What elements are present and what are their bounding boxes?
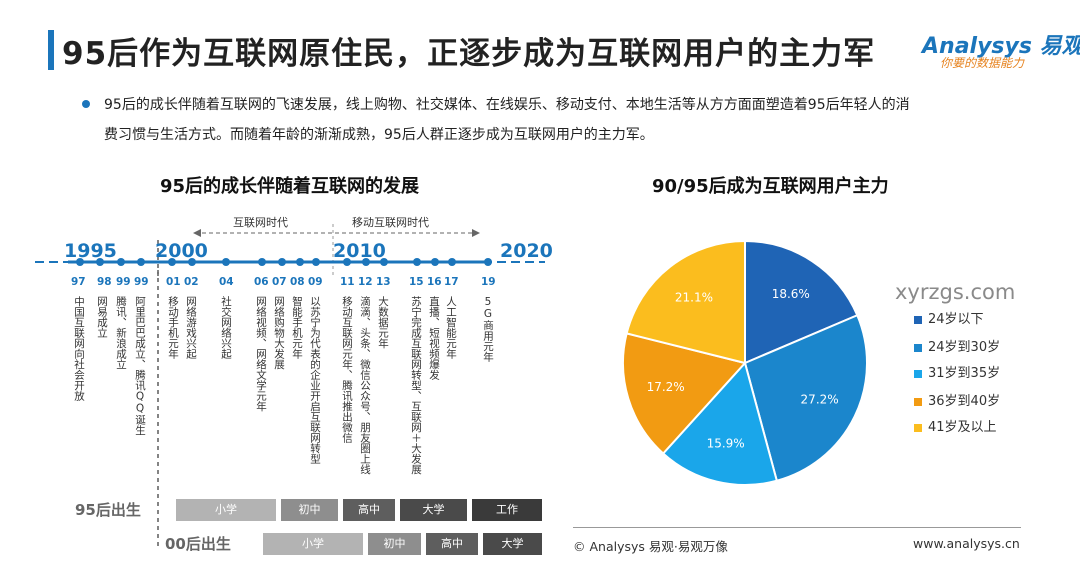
timeline-axis xyxy=(35,224,545,280)
pie-slice-label: 15.9% xyxy=(707,437,745,451)
era-internet: 互联网时代 xyxy=(233,216,288,229)
cohort-95-label: 95后出生 xyxy=(75,501,141,519)
event-year: 02 xyxy=(184,276,199,288)
era-mobile-internet: 移动互联网时代 xyxy=(352,216,429,229)
pie-slice xyxy=(743,313,868,483)
event-text: 5G商用元年 xyxy=(482,296,494,362)
pie-slice xyxy=(622,332,747,455)
stage-bar: 大学 xyxy=(400,499,467,521)
legend-item: 36岁到40岁 xyxy=(914,390,1000,409)
event-year: 08 xyxy=(290,276,305,288)
event-text: 苏宁完成互联网转型、互联网＋大发展 xyxy=(410,296,422,475)
legend-swatch xyxy=(914,423,922,432)
event-text: 网易成立 xyxy=(96,296,108,338)
footer-divider xyxy=(573,527,1021,528)
title-accent-bar xyxy=(48,30,54,70)
event-year: 09 xyxy=(308,276,323,288)
legend-label: 41岁及以上 xyxy=(928,420,997,435)
event-year: 04 xyxy=(219,276,234,288)
event-text: 大数据元年 xyxy=(377,296,389,349)
event-year: 07 xyxy=(272,276,287,288)
event-text: 移动手机元年 xyxy=(167,296,179,359)
event-text: 人工智能元年 xyxy=(445,296,457,359)
legend-swatch xyxy=(914,397,922,406)
pie-slice xyxy=(744,239,859,365)
event-text: 社交网络兴起 xyxy=(220,296,232,359)
event-year: 17 xyxy=(444,276,459,288)
event-year: 97 xyxy=(71,276,86,288)
timeline-title: 95后的成长伴随着互联网的发展 xyxy=(160,176,420,197)
event-year: 99 xyxy=(116,276,131,288)
stage-bar: 高中 xyxy=(426,533,478,555)
pie-slice xyxy=(661,360,779,486)
bullet-icon xyxy=(82,100,90,108)
year-1995: 1995 xyxy=(64,240,117,262)
stage-bar: 工作 xyxy=(472,499,542,521)
event-text: 滴滴、头条、微信公众号、朋友圈上线 xyxy=(359,296,371,475)
event-year: 01 xyxy=(166,276,181,288)
legend-item: 24岁到30岁 xyxy=(914,336,1000,355)
pie-slice-label: 27.2% xyxy=(801,392,839,406)
analysys-logo: Analysys 易观 xyxy=(922,34,1080,59)
event-text: 直播、短视频爆发 xyxy=(428,296,440,380)
pie-slice-label: 17.2% xyxy=(647,380,685,394)
event-text: 智能手机元年 xyxy=(291,296,303,359)
page-title: 95后作为互联网原住民，正逐步成为互联网用户的主力军 xyxy=(62,36,876,72)
year-2010: 2010 xyxy=(333,240,386,262)
event-year: 19 xyxy=(481,276,496,288)
legend-label: 24岁到30岁 xyxy=(928,340,1001,355)
logo-slogan: 你要的数据能力 xyxy=(940,56,1025,70)
event-year: 13 xyxy=(376,276,391,288)
year-2020: 2020 xyxy=(500,240,553,262)
stage-bar: 小学 xyxy=(263,533,363,555)
legend-item: 41岁及以上 xyxy=(914,416,997,435)
event-text: 网络购物大发展 xyxy=(273,296,285,370)
legend-swatch xyxy=(914,369,922,378)
legend-item: 31岁到35岁 xyxy=(914,362,1000,381)
event-text: 以苏宁为代表的企业开启互联网转型 xyxy=(309,296,321,464)
pie-slice-label: 18.6% xyxy=(772,287,810,301)
event-text: 腾讯、新浪成立 xyxy=(115,296,127,370)
stage-bar: 高中 xyxy=(343,499,395,521)
legend-label: 31岁到35岁 xyxy=(928,366,1001,381)
event-year: 99 xyxy=(134,276,149,288)
chart-title: 90/95后成为互联网用户主力 xyxy=(652,176,889,197)
stage-bar: 初中 xyxy=(281,499,338,521)
legend-label: 36岁到40岁 xyxy=(928,394,1001,409)
footer-url[interactable]: www.analysys.cn xyxy=(913,536,1020,551)
legend-swatch xyxy=(914,315,922,324)
intro-line-2: 费习惯与生活方式。而随着年龄的渐渐成熟，95后人群正逐步成为互联网用户的主力军。 xyxy=(104,127,654,143)
stage-bar: 初中 xyxy=(368,533,421,555)
event-year: 16 xyxy=(427,276,442,288)
footer-source: © Analysys 易观·易观万像 xyxy=(573,539,728,554)
event-year: 11 xyxy=(340,276,355,288)
event-text: 网络视频、网络文学元年 xyxy=(255,296,267,412)
event-text: 中国互联网向社会开放 xyxy=(73,296,85,401)
event-year: 06 xyxy=(254,276,269,288)
event-year: 98 xyxy=(97,276,112,288)
legend-label: 24岁以下 xyxy=(928,312,984,327)
event-text: 移动互联网元年、腾讯推出微信 xyxy=(341,296,353,443)
event-text: 网络游戏兴起 xyxy=(185,296,197,359)
stage-bar: 大学 xyxy=(483,533,542,555)
stage-bar: 小学 xyxy=(176,499,276,521)
legend-swatch xyxy=(914,343,922,352)
intro-line-1: 95后的成长伴随着互联网的飞速发展，线上购物、社交媒体、在线娱乐、移动支付、本地… xyxy=(104,97,910,113)
event-year: 15 xyxy=(409,276,424,288)
watermark: xyrzgs.com xyxy=(895,280,1016,304)
pie-slice xyxy=(625,239,746,365)
timeline-divider xyxy=(157,270,159,550)
pie-slice-label: 21.1% xyxy=(675,291,713,305)
pie-chart: 18.6% 27.2% 15.9% 17.2% 21.1% xyxy=(622,239,868,486)
event-text: 阿里巴巴成立、腾讯QQ诞生 xyxy=(134,296,146,436)
legend-item: 24岁以下 xyxy=(914,308,984,327)
event-year: 12 xyxy=(358,276,373,288)
year-2000: 2000 xyxy=(155,240,208,262)
cohort-00-label: 00后出生 xyxy=(165,535,231,553)
